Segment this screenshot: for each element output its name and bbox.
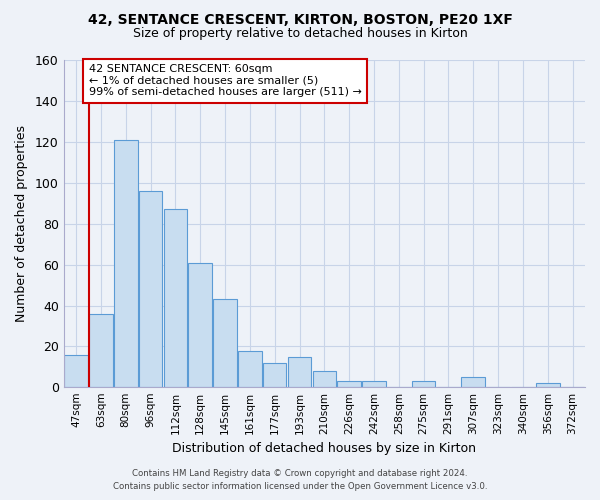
Text: 42, SENTANCE CRESCENT, KIRTON, BOSTON, PE20 1XF: 42, SENTANCE CRESCENT, KIRTON, BOSTON, P… [88,12,512,26]
Bar [64,354,88,388]
Bar [362,381,386,388]
Y-axis label: Number of detached properties: Number of detached properties [15,125,28,322]
Bar [536,384,560,388]
X-axis label: Distribution of detached houses by size in Kirton: Distribution of detached houses by size … [172,442,476,455]
Bar [188,262,212,388]
Text: Contains HM Land Registry data © Crown copyright and database right 2024.
Contai: Contains HM Land Registry data © Crown c… [113,469,487,491]
Bar [238,350,262,388]
Bar [114,140,137,388]
Bar [461,377,485,388]
Text: 42 SENTANCE CRESCENT: 60sqm
← 1% of detached houses are smaller (5)
99% of semi-: 42 SENTANCE CRESCENT: 60sqm ← 1% of deta… [89,64,361,98]
Bar [313,371,336,388]
Bar [213,300,237,388]
Bar [288,356,311,388]
Text: Size of property relative to detached houses in Kirton: Size of property relative to detached ho… [133,28,467,40]
Bar [164,210,187,388]
Bar [139,191,163,388]
Bar [412,381,436,388]
Bar [89,314,113,388]
Bar [337,381,361,388]
Bar [263,363,286,388]
